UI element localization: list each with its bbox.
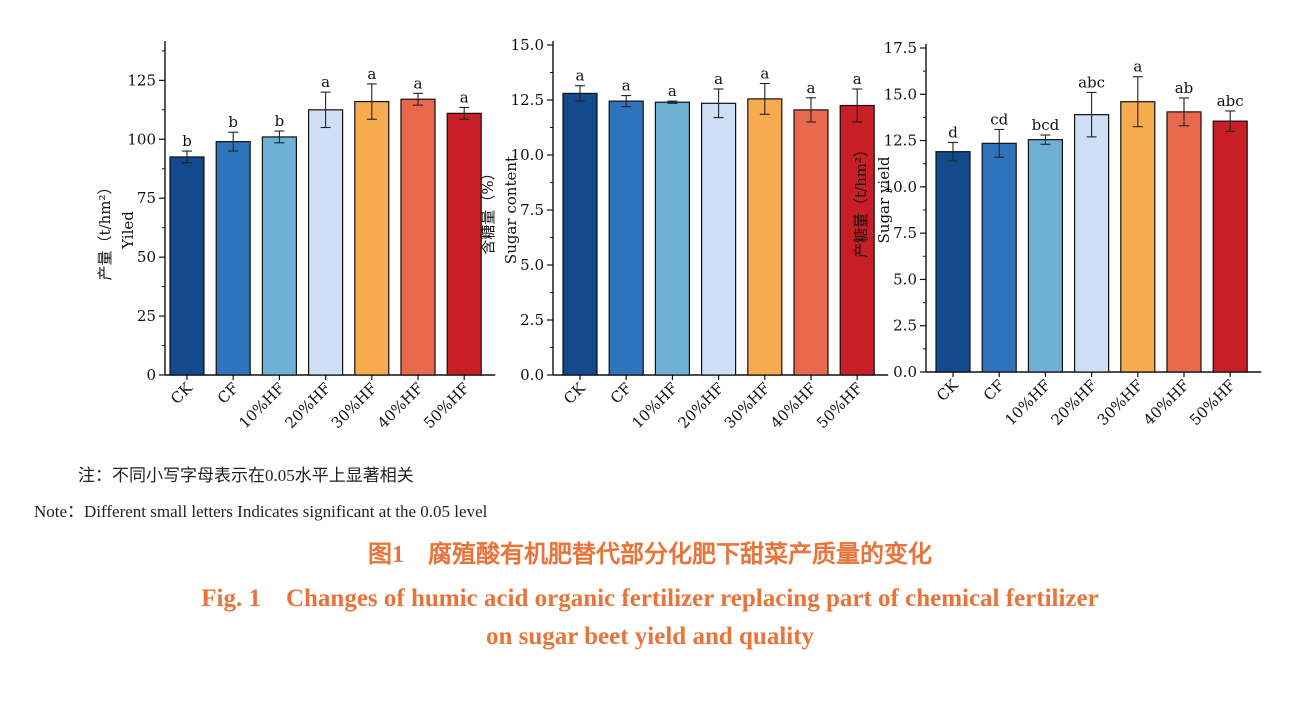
significance-label: a <box>414 74 423 92</box>
sugar-content-chart: 0.0 2.5 5.0 7.5 10.0 12.5 15.0 含糖量（%） Sugar cont… <box>479 36 889 432</box>
y-tick-label: 7.5 <box>893 224 917 242</box>
significance-label: a <box>807 79 816 97</box>
significance-label: ab <box>1175 79 1194 97</box>
bar <box>747 98 783 376</box>
significance-label: a <box>321 73 330 91</box>
bar <box>1212 120 1248 373</box>
category-label: CK <box>933 376 962 405</box>
y-tick-label: 0 <box>146 366 156 384</box>
bar <box>215 141 251 376</box>
bar <box>608 100 644 376</box>
category-label: 20%HF <box>1048 376 1101 429</box>
category-label: 30%HF <box>721 379 774 432</box>
category-label: CF <box>980 376 1008 404</box>
significance-label: cd <box>990 110 1008 128</box>
caption-chinese: 图1 腐殖酸有机肥替代部分化肥下甜菜产质量的变化 <box>368 542 932 568</box>
note-chinese: 注：不同小写字母表示在0.05水平上显著相关 <box>78 466 414 485</box>
category-label: 30%HF <box>1094 376 1147 429</box>
y-tick-label: 15.0 <box>884 85 917 103</box>
bar <box>981 142 1017 373</box>
bar <box>1166 111 1202 373</box>
significance-label: a <box>853 70 862 88</box>
category-label: 20%HF <box>282 379 335 432</box>
category-label: CK <box>560 379 589 408</box>
y-tick-label: 7.5 <box>520 201 544 219</box>
bar <box>562 92 598 376</box>
category-label: 50%HF <box>420 379 473 432</box>
y-axis-title-english: Sugar content <box>502 156 520 264</box>
category-label: CF <box>607 379 635 407</box>
y-axis-title-chinese: 产量（t/hm²） <box>96 180 114 281</box>
y-tick-label: 17.5 <box>884 39 917 57</box>
y-tick-label: 2.5 <box>893 317 917 335</box>
y-axis-title-english: Yiled <box>119 211 137 250</box>
yield-chart: 0 25 50 75 100 125 产量（t/hm²） Yiled b CK b CF b 10%HF a… <box>96 41 496 432</box>
bar <box>354 100 390 376</box>
significance-label: b <box>275 112 285 130</box>
y-tick-label: 25 <box>137 307 156 325</box>
y-tick-label: 15.0 <box>511 36 544 54</box>
note-english: Note：Different small letters Indicates s… <box>34 502 488 521</box>
y-tick-label: 100 <box>127 130 156 148</box>
significance-label: a <box>714 70 723 88</box>
y-axis-title-english: Sugar yield <box>875 156 893 243</box>
category-label: 40%HF <box>374 379 427 432</box>
significance-label: bcd <box>1032 116 1060 134</box>
significance-label: a <box>760 65 769 83</box>
bar <box>169 156 205 376</box>
y-tick-label: 0.0 <box>893 363 917 381</box>
bar <box>1120 101 1156 373</box>
y-tick-label: 10.0 <box>511 146 544 164</box>
significance-label: abc <box>1217 92 1244 110</box>
bar <box>793 109 829 376</box>
category-label: 10%HF <box>235 379 288 432</box>
caption-english-line1: Fig. 1 Changes of humic acid organic fer… <box>201 585 1099 612</box>
bar <box>1027 139 1064 373</box>
y-tick-label: 12.5 <box>884 132 917 150</box>
y-tick-label: 12.5 <box>511 91 544 109</box>
significance-label: b <box>228 113 238 131</box>
bar <box>446 112 482 376</box>
significance-label: d <box>948 123 958 141</box>
significance-label: a <box>367 65 376 83</box>
y-tick-label: 2.5 <box>520 311 544 329</box>
y-axis-title-chinese: 产糖量（t/hm²） <box>852 142 870 258</box>
significance-label: b <box>182 132 192 150</box>
y-tick-label: 50 <box>137 248 156 266</box>
category-label: 10%HF <box>628 379 681 432</box>
category-label: 40%HF <box>767 379 820 432</box>
significance-label: a <box>576 67 585 85</box>
bar <box>654 101 691 376</box>
category-label: 50%HF <box>813 379 866 432</box>
y-tick-label: 75 <box>137 189 156 207</box>
y-tick-label: 5.0 <box>893 270 917 288</box>
bar <box>308 109 344 376</box>
category-label: 20%HF <box>675 379 728 432</box>
category-label: 50%HF <box>1186 376 1239 429</box>
significance-label: abc <box>1078 73 1105 91</box>
bar <box>839 104 875 376</box>
bar <box>261 136 297 376</box>
caption-english-line2: on sugar beet yield and quality <box>485 623 815 650</box>
category-label: 30%HF <box>328 379 381 432</box>
significance-label: a <box>622 77 631 95</box>
significance-label: a <box>668 82 677 100</box>
category-label: CK <box>167 379 196 408</box>
bar <box>700 102 737 376</box>
y-axis-title-chinese: 含糖量（%） <box>479 165 497 254</box>
y-tick-label: 125 <box>127 71 156 89</box>
sugar-yield-chart: 0.0 2.5 5.0 7.5 10.0 12.5 15.0 17.5 产糖量（t/hm²） Su… <box>852 39 1262 429</box>
category-label: CF <box>214 379 242 407</box>
category-label: 10%HF <box>1001 376 1054 429</box>
category-label: 40%HF <box>1140 376 1193 429</box>
bar <box>935 151 971 373</box>
significance-label: a <box>460 88 469 106</box>
bar <box>1073 114 1110 373</box>
bar <box>400 98 436 376</box>
significance-label: a <box>1133 58 1142 76</box>
y-tick-label: 5.0 <box>520 256 544 274</box>
y-tick-label: 10.0 <box>884 178 917 196</box>
y-tick-label: 0.0 <box>520 366 544 384</box>
